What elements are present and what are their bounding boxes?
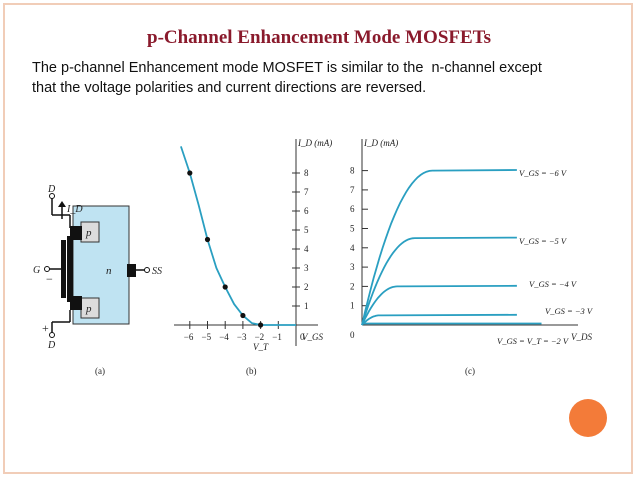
b-ylabel: I_D (mA) <box>297 138 332 148</box>
b-data-point <box>258 322 264 328</box>
description-line-2: that the voltage polarities and current … <box>32 80 427 96</box>
plus-sign: + <box>42 321 49 335</box>
b-y-tick-label: 6 <box>304 206 309 216</box>
description: The p-channel Enhancement mode MOSFET is… <box>32 58 602 98</box>
caption-a: (a) <box>95 366 105 376</box>
page-title: p-Channel Enhancement Mode MOSFETs <box>147 27 491 48</box>
b-data-point <box>222 284 228 290</box>
drain-label: D <box>47 184 56 195</box>
p-label-bottom: p <box>85 303 92 315</box>
current-label: I_D <box>66 204 83 215</box>
source-contact <box>70 296 82 310</box>
substrate-contact <box>127 264 136 277</box>
b-y-tick-label: 5 <box>304 225 309 235</box>
c-y-tick-label: 0 <box>350 330 355 340</box>
current-arrow-icon <box>58 201 66 207</box>
b-x-tick-label: −3 <box>237 332 247 342</box>
c-y-tick-label: 3 <box>350 262 355 272</box>
c-y-tick-label: 7 <box>350 185 355 195</box>
c-series-label: V_GS = −3 V <box>545 306 594 316</box>
c-xlabel: V_DS <box>571 332 592 342</box>
transfer-characteristic-chart: I_D (mA) V_GS V_T (b) −6 −5 −4 −3 −2 −1 0 1 2 3 4 5… <box>174 138 332 376</box>
substrate-label: SS <box>152 266 162 277</box>
gate-oxide <box>67 236 73 302</box>
caption-c: (c) <box>465 366 475 376</box>
decorative-orange-circle <box>569 399 607 437</box>
c-series-label: V_GS = V_T = −2 V <box>497 336 570 346</box>
c-curve <box>361 236 517 326</box>
b-y-tick-label: 2 <box>304 282 309 292</box>
substrate-terminal <box>144 267 150 273</box>
gate-metal <box>61 240 66 298</box>
b-data-point <box>187 170 193 176</box>
caption-b: (b) <box>246 366 257 376</box>
b-xlabel: V_GS <box>302 332 323 342</box>
c-y-tick-label: 1 <box>350 301 355 311</box>
n-label: n <box>106 265 112 277</box>
b-transfer-curve <box>180 146 296 326</box>
c-y-tick-label: 2 <box>350 281 355 291</box>
c-y-tick-label: 5 <box>350 224 355 234</box>
source-terminal <box>49 332 55 338</box>
b-x-tick-label: 0 <box>300 332 305 342</box>
drain-terminal <box>49 193 55 199</box>
b-x-tick-label: −5 <box>202 332 212 342</box>
b-y-tick-label: 8 <box>304 168 309 178</box>
c-y-tick-label: 6 <box>350 204 355 214</box>
b-y-tick-label: 3 <box>304 263 309 273</box>
c-curve <box>361 169 517 326</box>
b-data-point <box>240 312 246 319</box>
source-label: D <box>47 340 56 351</box>
b-x-tick-label: −1 <box>272 332 282 342</box>
device-diagram: p p n D I_D G − + D SS (a) <box>33 184 162 376</box>
description-line-1: The p-channel Enhancement mode MOSFET is… <box>32 60 542 76</box>
b-y-tick-label: 7 <box>304 187 309 197</box>
drain-contact <box>70 226 82 240</box>
c-ylabel: I_D (mA) <box>363 138 398 148</box>
b-y-tick-label: 1 <box>304 301 309 311</box>
drain-characteristics-chart: I_D (mA) V_DS (c) 0 1 2 3 4 5 6 7 8 V_GS = −6 V V_… <box>350 138 594 376</box>
b-x-tick-label: −4 <box>219 332 229 342</box>
c-y-tick-label: 8 <box>350 166 355 176</box>
slide-border <box>3 3 633 474</box>
b-data-point <box>204 236 211 243</box>
c-series-label: V_GS = −4 V <box>529 279 578 289</box>
b-x-tick-label: −6 <box>184 332 194 342</box>
b-vt-annotation: V_T <box>253 342 269 352</box>
gate-label: G <box>33 265 40 276</box>
c-series-label: V_GS = −5 V <box>519 236 568 246</box>
c-y-tick-label: 4 <box>350 243 355 253</box>
c-series-label: V_GS = −6 V <box>519 168 568 178</box>
gate-terminal <box>44 266 50 272</box>
c-curve <box>361 284 517 326</box>
c-curve <box>361 313 517 326</box>
b-y-tick-label: 4 <box>304 244 309 254</box>
minus-sign: − <box>46 272 53 286</box>
p-label-top: p <box>85 227 92 239</box>
b-x-tick-label: −2 <box>255 332 265 342</box>
